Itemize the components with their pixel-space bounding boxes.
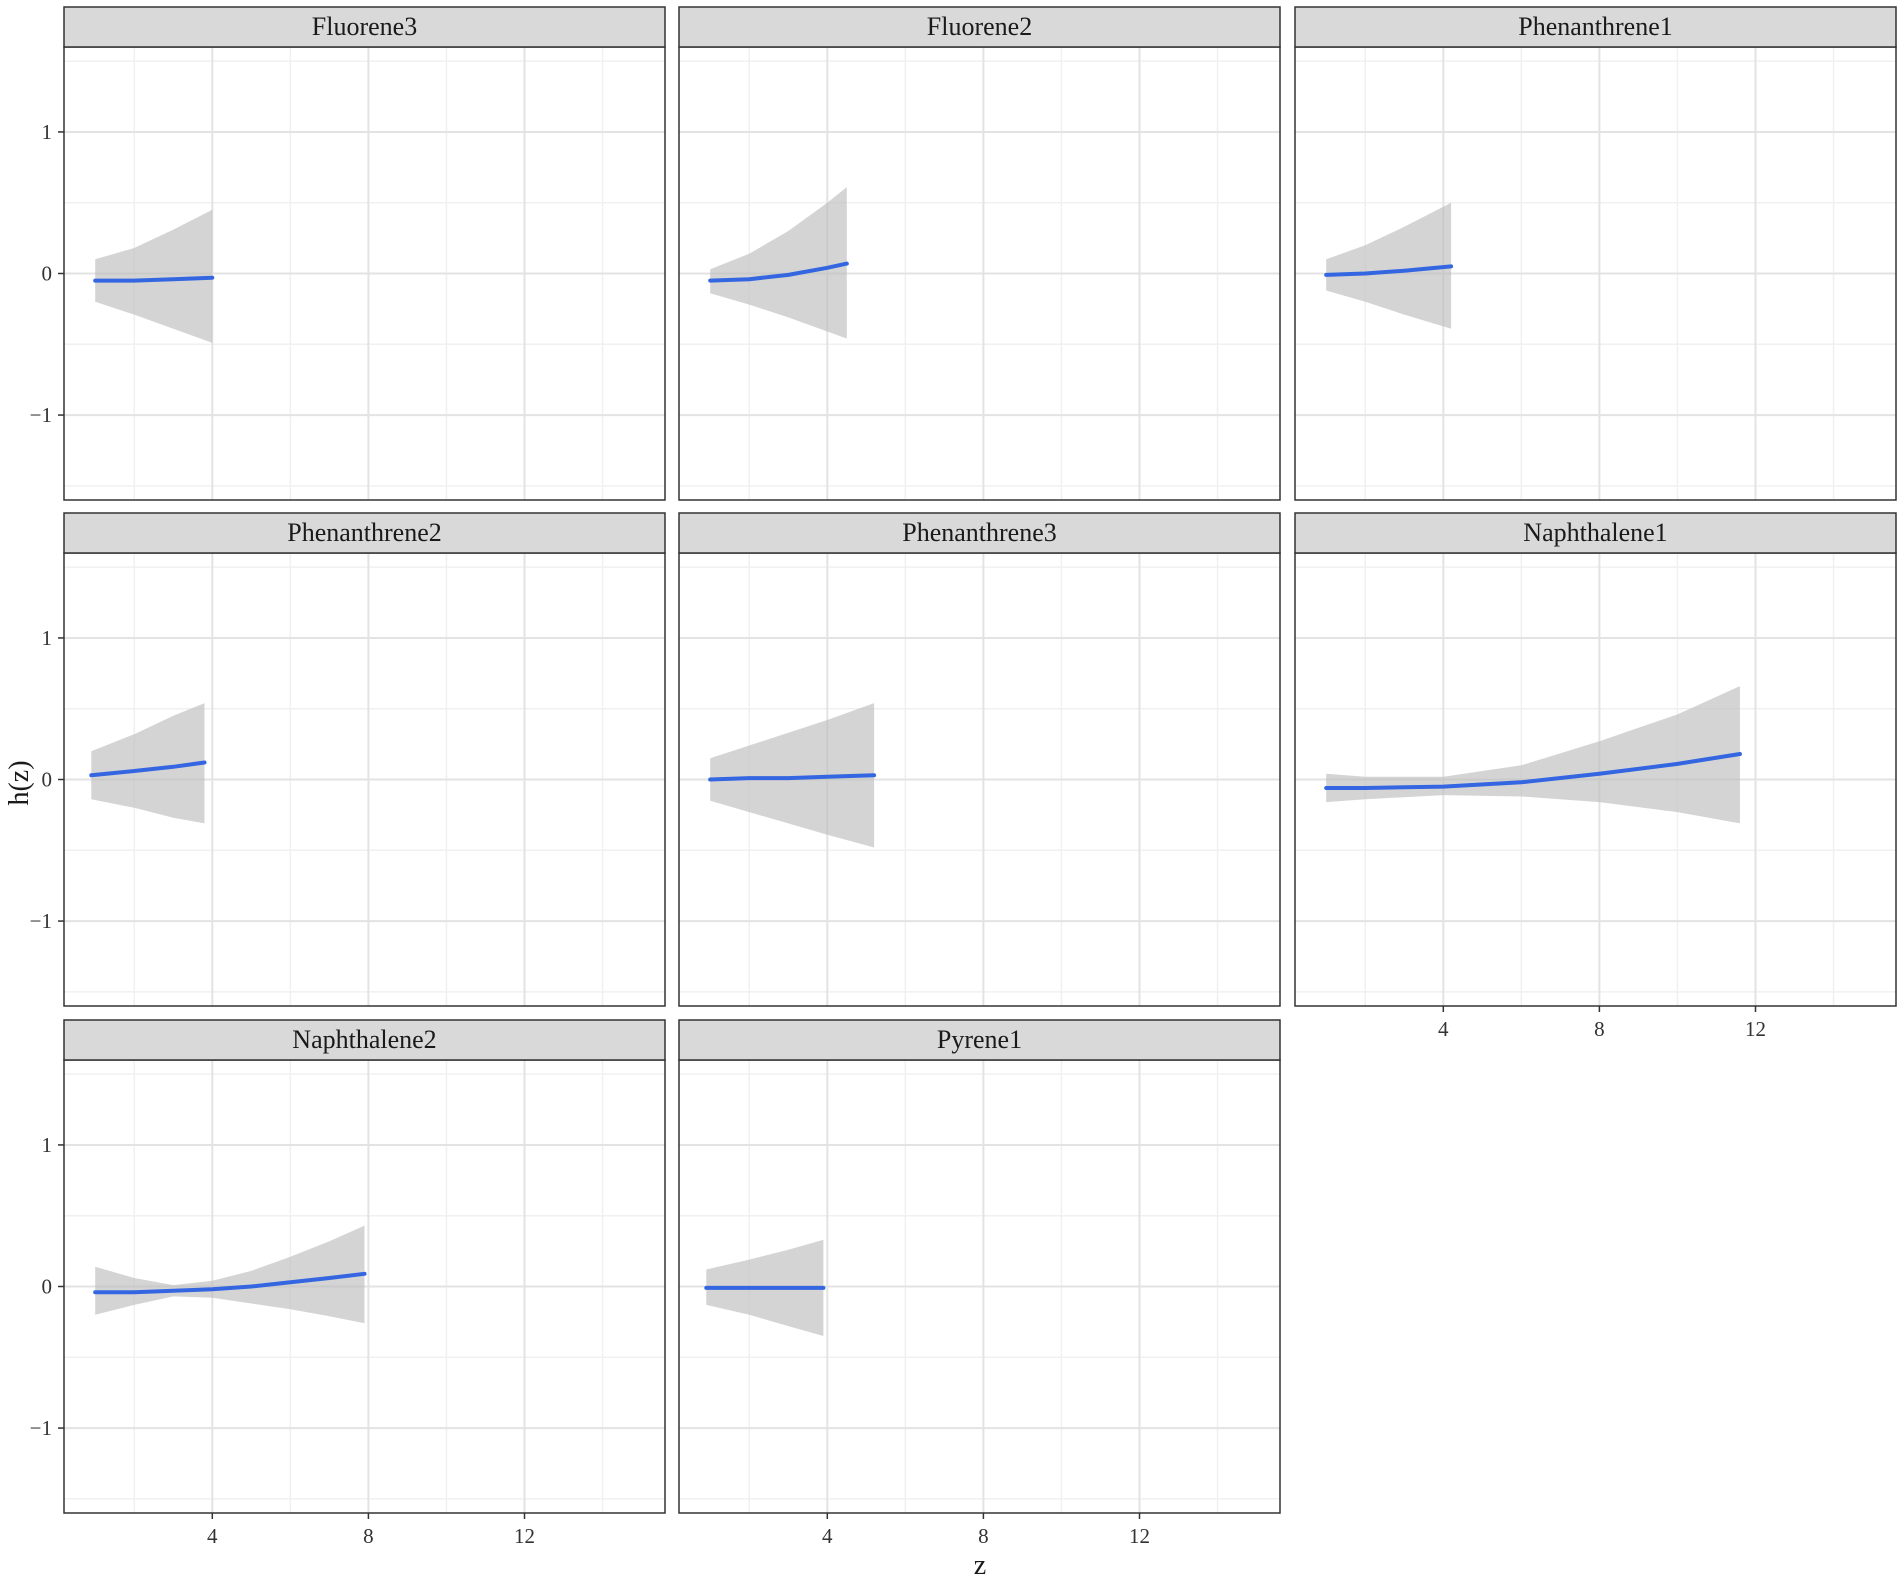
y-tick-label: −1 <box>30 1416 52 1440</box>
y-tick-label: 1 <box>42 626 53 650</box>
facet-strip <box>63 6 666 48</box>
facet-panel: Naphthalene2 −1 0 1 4 8 12 <box>30 1019 666 1548</box>
facet-panel: Fluorene2 <box>678 6 1281 501</box>
confidence-ribbon <box>710 187 847 339</box>
y-tick-label: 0 <box>42 1275 53 1299</box>
facet-strip <box>63 512 666 554</box>
series-line <box>89 760 207 778</box>
x-tick-label: 4 <box>1438 1017 1449 1041</box>
facet-strip <box>678 1019 1281 1061</box>
y-tick-label: 0 <box>42 768 53 792</box>
series-line <box>708 261 849 283</box>
x-tick-label: 8 <box>363 1524 374 1548</box>
facet-panel: Naphthalene1 4 8 12 <box>1294 512 1897 1041</box>
confidence-ribbon <box>1326 202 1452 329</box>
y-tick-label: 0 <box>42 262 53 286</box>
x-tick-label: 12 <box>1745 1017 1766 1041</box>
y-tick-label: −1 <box>30 909 52 933</box>
facet-strip <box>678 512 1281 554</box>
facet-strip-label: Phenanthrene2 <box>287 518 442 547</box>
x-tick-label: 4 <box>207 1524 218 1548</box>
series-line <box>1324 752 1742 790</box>
confidence-ribbon <box>710 703 875 848</box>
series-line <box>1324 264 1454 277</box>
series-line <box>93 275 215 283</box>
confidence-ribbon <box>1326 686 1740 824</box>
facet-strip-label: Phenanthrene1 <box>1518 12 1673 41</box>
facet-strip-label: Pyrene1 <box>937 1025 1022 1054</box>
facet-strip-label: Naphthalene1 <box>1523 518 1667 547</box>
series-line <box>708 773 877 782</box>
confidence-ribbon <box>91 703 205 824</box>
confidence-ribbon <box>95 1225 365 1324</box>
facet-strip-label: Fluorene3 <box>312 12 417 41</box>
facet-strip <box>678 6 1281 48</box>
y-tick-label: 1 <box>42 1133 53 1157</box>
facet-strip-label: Fluorene2 <box>927 12 1032 41</box>
confidence-ribbon <box>95 209 213 343</box>
x-tick-label: 12 <box>514 1524 535 1548</box>
x-tick-label: 8 <box>1594 1017 1605 1041</box>
series-line <box>93 1271 367 1295</box>
y-axis-title: h(z) <box>4 760 35 805</box>
facet-panel: Phenanthrene1 <box>1294 6 1897 501</box>
facet-strip <box>1294 512 1897 554</box>
y-tick-label: 1 <box>42 120 53 144</box>
facet-strip <box>1294 6 1897 48</box>
x-tick-label: 4 <box>822 1524 833 1548</box>
facet-strip-label: Naphthalene2 <box>292 1025 436 1054</box>
facet-strip-label: Phenanthrene3 <box>902 518 1057 547</box>
x-tick-label: 12 <box>1129 1524 1150 1548</box>
x-tick-label: 8 <box>978 1524 989 1548</box>
x-axis-title: z <box>974 1550 986 1581</box>
facet-panel: Phenanthrene3 <box>678 512 1281 1007</box>
facet-strip <box>63 1019 666 1061</box>
facet-panel: Phenanthrene2 −1 0 1 <box>30 512 666 1007</box>
facet-panel: Pyrene1 4 8 12 <box>678 1019 1281 1548</box>
panels-layer: Fluorene3 −1 0 1 Fluorene2 Phenanthrene1 Phena… <box>30 6 1897 1548</box>
y-tick-label: −1 <box>30 403 52 427</box>
facet-panel: Fluorene3 −1 0 1 <box>30 6 666 501</box>
